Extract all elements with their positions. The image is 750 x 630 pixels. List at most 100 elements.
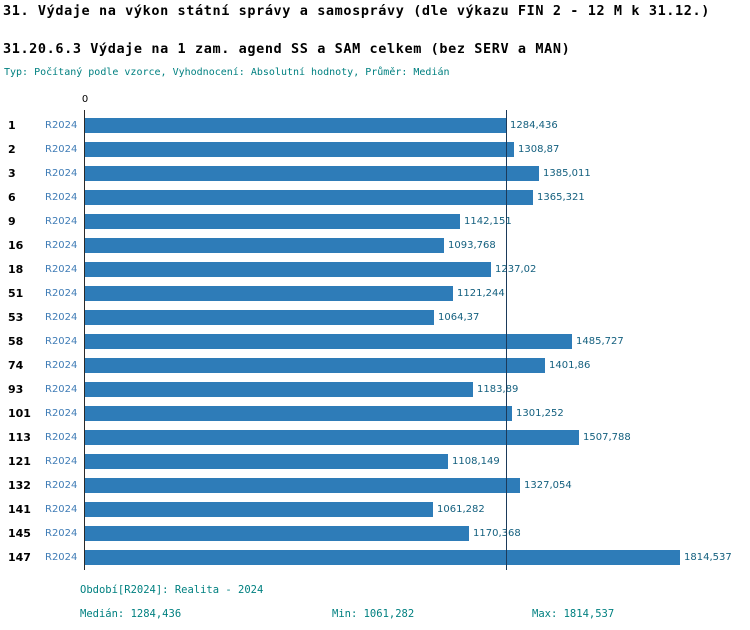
value-label: 1327,054 [524,479,572,491]
value-bar [85,117,506,133]
series-label: R2024 [45,503,78,515]
series-label: R2024 [45,239,78,251]
value-bar [85,213,460,229]
chart-row: 132 R2024 1327,054 [0,473,750,497]
row-category-label: 121 [8,454,31,468]
value-bar [85,333,572,349]
value-bar [85,357,545,373]
chart-row: 113 R2024 1507,788 [0,425,750,449]
value-bar [85,285,453,301]
chart-row: 53 R2024 1064,37 [0,305,750,329]
value-label: 1170,368 [473,527,521,539]
row-category-label: 93 [8,382,24,396]
series-label: R2024 [45,551,78,563]
value-bar [85,453,448,469]
value-bar [85,381,473,397]
chart-row: 6 R2024 1365,321 [0,185,750,209]
value-bar [85,549,680,565]
value-bar [85,189,533,205]
value-bar [85,141,514,157]
row-category-label: 113 [8,430,31,444]
value-label: 1183,89 [477,383,519,395]
series-label: R2024 [45,263,78,275]
value-bar [85,165,539,181]
row-category-label: 132 [8,478,31,492]
value-label: 1108,149 [452,455,500,467]
value-label: 1093,768 [448,239,496,251]
series-label: R2024 [45,383,78,395]
series-label: R2024 [45,527,78,539]
value-label: 1142,151 [464,215,512,227]
row-category-label: 74 [8,358,24,372]
chart-row: 101 R2024 1301,252 [0,401,750,425]
row-category-label: 18 [8,262,24,276]
series-label: R2024 [45,479,78,491]
chart-row: 1 R2024 1284,436 [0,113,750,137]
chart-row: 147 R2024 1814,537 [0,545,750,569]
value-bar [85,501,433,517]
axis-zero-tick: 0 [81,94,89,105]
row-category-label: 141 [8,502,31,516]
value-label: 1121,244 [457,287,505,299]
chart-row: 93 R2024 1183,89 [0,377,750,401]
chart-row: 74 R2024 1401,86 [0,353,750,377]
chart-row: 51 R2024 1121,244 [0,281,750,305]
chart-row: 18 R2024 1237,02 [0,257,750,281]
series-label: R2024 [45,311,78,323]
value-label: 1485,727 [576,335,624,347]
value-label: 1301,252 [516,407,564,419]
row-category-label: 9 [8,214,16,228]
chart-row: 16 R2024 1093,768 [0,233,750,257]
value-bar [85,429,579,445]
series-label: R2024 [45,119,78,131]
series-label: R2024 [45,143,78,155]
row-category-label: 2 [8,142,16,156]
y-axis-line [84,110,85,570]
series-label: R2024 [45,191,78,203]
min-stat: Min: 1061,282 [332,608,415,620]
value-bar [85,309,434,325]
row-category-label: 51 [8,286,24,300]
chart-row: 58 R2024 1485,727 [0,329,750,353]
page-title: 31. Výdaje na výkon státní správy a samo… [3,3,710,19]
max-stat: Max: 1814,537 [532,608,615,620]
chart-row: 2 R2024 1308,87 [0,137,750,161]
value-bar [85,477,520,493]
chart-row: 145 R2024 1170,368 [0,521,750,545]
value-label: 1401,86 [549,359,591,371]
median-stat: Medián: 1284,436 [80,608,182,620]
row-category-label: 145 [8,526,31,540]
median-line [506,110,507,570]
value-label: 1814,537 [684,551,732,563]
value-bar [85,525,469,541]
value-label: 1308,87 [518,143,560,155]
value-label: 1507,788 [583,431,631,443]
type-description: Typ: Počítaný podle vzorce, Vyhodnocení:… [4,67,450,78]
indicator-subtitle: 31.20.6.3 Výdaje na 1 zam. agend SS a SA… [3,41,571,57]
row-category-label: 6 [8,190,16,204]
row-category-label: 101 [8,406,31,420]
series-label: R2024 [45,431,78,443]
value-label: 1061,282 [437,503,485,515]
series-label: R2024 [45,455,78,467]
value-bar [85,237,444,253]
period-label: Období[R2024]: Realita - 2024 [80,584,264,596]
chart-row: 9 R2024 1142,151 [0,209,750,233]
row-category-label: 3 [8,166,16,180]
chart-row: 141 R2024 1061,282 [0,497,750,521]
series-label: R2024 [45,335,78,347]
value-label: 1064,37 [438,311,480,323]
chart-rows: 1 R2024 1284,436 2 R2024 1308,87 3 R2024 1385,01… [0,113,750,569]
series-label: R2024 [45,287,78,299]
row-category-label: 147 [8,550,31,564]
row-category-label: 53 [8,310,24,324]
chart-row: 3 R2024 1385,011 [0,161,750,185]
row-category-label: 58 [8,334,24,348]
row-category-label: 1 [8,118,16,132]
value-bar [85,261,491,277]
row-category-label: 16 [8,238,24,252]
value-label: 1237,02 [495,263,537,275]
value-label: 1284,436 [510,119,558,131]
value-bar [85,405,512,421]
